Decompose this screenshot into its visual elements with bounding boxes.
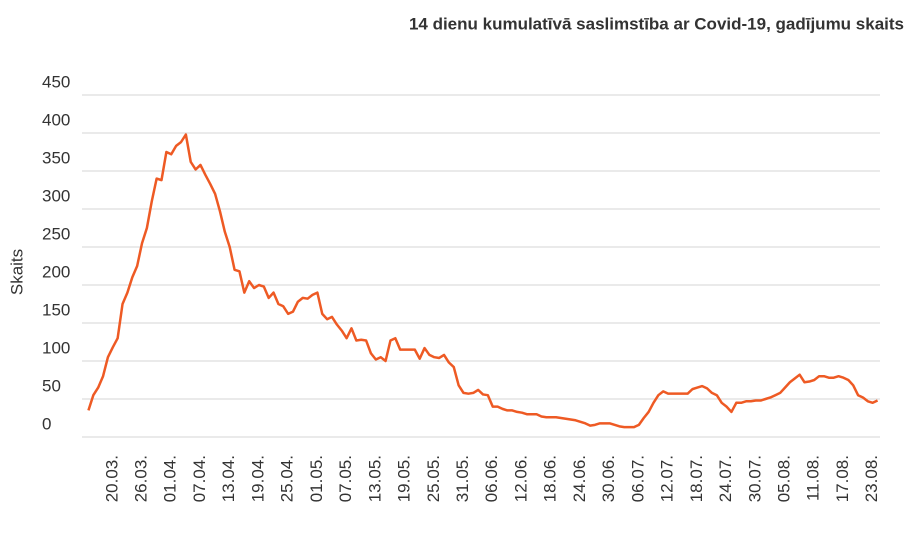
y-tick-label: 150 (42, 300, 70, 319)
x-tick-label: 19.04. (248, 455, 267, 502)
y-tick-label: 450 (42, 72, 70, 91)
line-series (87, 133, 879, 429)
y-tick-label: 100 (42, 338, 70, 357)
x-tick-label: 26.03. (132, 455, 151, 502)
x-tick-label: 25.04. (278, 455, 297, 502)
x-tick-label: 18.06. (541, 455, 560, 502)
x-tick-label: 30.06. (599, 455, 618, 502)
x-tick-label: 11.08. (804, 455, 823, 501)
y-tick-label: 300 (42, 186, 70, 205)
x-tick-label: 13.05. (365, 455, 384, 502)
y-tick-label: 200 (42, 262, 70, 281)
x-tick-label: 12.07. (658, 455, 677, 502)
x-tick-label: 31.05. (453, 455, 472, 502)
x-tick-label: 07.04. (190, 455, 209, 502)
x-tick-label: 01.05. (307, 455, 326, 502)
x-tick-label: 19.05. (395, 455, 414, 502)
chart-title: 14 dienu kumulatīvā saslimstība ar Covid… (409, 14, 904, 33)
y-tick-label: 250 (42, 224, 70, 243)
x-tick-label: 25.05. (424, 455, 443, 502)
y-tick-label: 0 (42, 414, 51, 433)
x-tick-label: 24.07. (716, 455, 735, 502)
x-tick-label: 06.06. (482, 455, 501, 502)
x-tick-label: 24.06. (570, 455, 589, 502)
y-tick-label: 350 (42, 148, 70, 167)
x-tick-label: 07.05. (336, 455, 355, 502)
x-tick-label: 06.07. (628, 455, 647, 502)
y-tick-label: 400 (42, 110, 70, 129)
x-tick-label: 30.07. (745, 455, 764, 502)
x-tick-label: 01.04. (161, 455, 180, 502)
x-tick-label: 18.07. (687, 455, 706, 502)
y-axis-label: Skaits (7, 249, 26, 295)
x-tick-label: 12.06. (511, 455, 530, 502)
y-tick-label: 50 (42, 376, 61, 395)
x-tick-label: 23.08. (862, 455, 881, 502)
x-tick-label: 05.08. (774, 455, 793, 502)
x-tick-label: 17.08. (833, 455, 852, 502)
x-tick-label: 13.04. (219, 455, 238, 502)
x-tick-label: 20.03. (102, 455, 121, 502)
